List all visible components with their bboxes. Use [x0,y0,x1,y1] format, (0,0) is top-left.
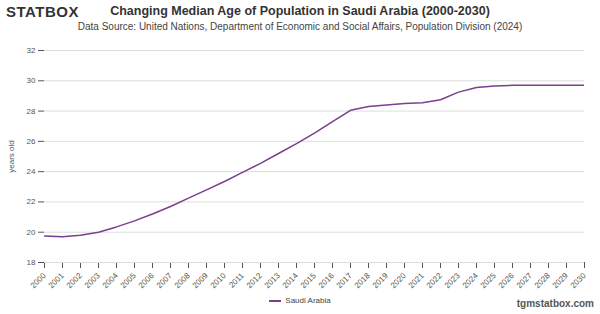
svg-text:2008: 2008 [173,271,192,290]
svg-text:32: 32 [27,46,36,55]
svg-text:2024: 2024 [461,271,480,290]
svg-text:2018: 2018 [353,271,372,290]
html-text:tgmstatbox.com: tgmstatbox.com [516,298,594,309]
svg-text:2022: 2022 [425,271,444,290]
svg-text:2023: 2023 [443,271,462,290]
html-text:Changing Median Age of Populat: Changing Median Age of Population in Sau… [110,4,490,18]
html-text:Data Source: United Nations, D: Data Source: United Nations, Department … [77,21,523,32]
svg-text:2003: 2003 [83,271,102,290]
svg-text:2027: 2027 [515,271,534,290]
svg-text:2030: 2030 [569,271,588,290]
svg-text:26: 26 [27,137,36,146]
svg-text:2020: 2020 [389,271,408,290]
svg-text:2019: 2019 [371,271,390,290]
svg-text:2000: 2000 [29,271,48,290]
svg-text:2016: 2016 [317,271,336,290]
svg-text:2013: 2013 [263,271,282,290]
svg-text:2012: 2012 [245,271,264,290]
svg-text:2001: 2001 [47,271,66,290]
svg-text:2011: 2011 [227,271,246,290]
svg-text:years old: years old [7,140,16,172]
svg-text:2015: 2015 [299,271,318,290]
svg-text:2004: 2004 [101,271,120,290]
svg-text:2028: 2028 [533,271,552,290]
svg-text:2021: 2021 [407,271,426,290]
svg-text:2010: 2010 [209,271,228,290]
svg-text:28: 28 [27,107,36,116]
svg-text:18: 18 [27,258,36,267]
svg-text:2002: 2002 [65,271,84,290]
svg-text:20: 20 [27,228,36,237]
svg-text:2029: 2029 [551,271,570,290]
svg-text:2009: 2009 [191,271,210,290]
svg-text:2014: 2014 [281,271,300,290]
svg-text:2007: 2007 [155,271,174,290]
svg-text:22: 22 [27,197,36,206]
svg-text:2025: 2025 [479,271,498,290]
svg-text:2006: 2006 [137,271,156,290]
html-text:Saudi Arabia: Saudi Arabia [285,296,331,305]
svg-text:2026: 2026 [497,271,516,290]
html-text:STATBOX: STATBOX [6,3,79,20]
svg-text:2005: 2005 [119,271,138,290]
svg-text:2017: 2017 [335,271,354,290]
svg-text:24: 24 [27,167,36,176]
svg-text:30: 30 [27,76,36,85]
